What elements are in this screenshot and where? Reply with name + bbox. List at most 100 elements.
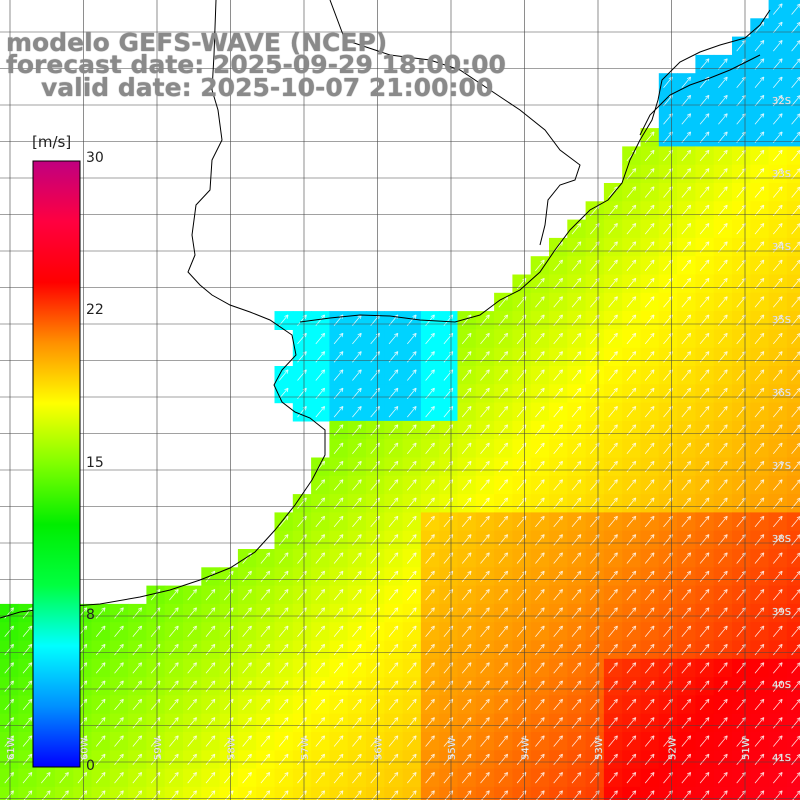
wind-arrow — [388, 625, 399, 637]
field-cell — [457, 786, 477, 800]
wind-arrow — [22, 625, 33, 637]
wind-arrow — [132, 680, 143, 692]
field-cell — [677, 329, 696, 349]
wind-arrow — [498, 479, 509, 491]
field-cell — [786, 274, 800, 294]
field-cell — [402, 567, 422, 587]
wind-arrow — [242, 643, 252, 656]
wind-arrow — [644, 241, 655, 253]
field-cell — [567, 292, 587, 312]
wind-arrow — [644, 259, 655, 271]
wind-arrow — [608, 296, 618, 308]
field-cell — [219, 695, 239, 715]
field-cell — [164, 713, 184, 733]
field-cell — [640, 311, 660, 330]
wind-arrow — [681, 643, 692, 656]
wind-arrow — [40, 772, 51, 784]
field-cell — [677, 128, 696, 147]
wind-arrow — [571, 223, 582, 235]
wind-arrow — [187, 698, 197, 711]
wind-arrow — [626, 369, 637, 381]
field-cell — [567, 585, 587, 605]
wind-arrow — [352, 698, 362, 711]
wind-arrow — [406, 698, 417, 711]
field-cell — [732, 366, 751, 385]
wind-arrow — [498, 570, 509, 583]
wind-arrow — [772, 680, 783, 692]
field-cell — [567, 311, 587, 330]
wind-arrow — [4, 735, 14, 747]
field-cell — [640, 732, 660, 751]
field-cell — [0, 786, 19, 800]
wind-arrow — [754, 534, 765, 546]
wind-arrow — [297, 717, 307, 729]
wind-arrow — [297, 332, 307, 345]
field-cell — [786, 0, 800, 19]
field-cell — [622, 585, 642, 605]
field-cell — [475, 457, 495, 477]
wind-arrow — [718, 515, 728, 528]
field-cell — [732, 237, 751, 257]
field-cell — [512, 457, 532, 477]
field-cell — [750, 201, 770, 221]
field-cell — [786, 347, 800, 367]
wind-arrow — [699, 698, 710, 711]
wind-arrow — [461, 369, 472, 381]
field-cell — [219, 658, 239, 678]
wind-arrow — [608, 479, 618, 491]
field-cell — [713, 366, 733, 385]
wind-arrow — [425, 589, 435, 601]
wind-arrow — [681, 607, 692, 619]
wind-arrow — [571, 717, 582, 729]
field-cell — [311, 530, 330, 550]
field-cell — [603, 695, 623, 715]
wind-arrow — [553, 698, 563, 711]
field-cell — [677, 549, 696, 568]
field-cell — [750, 384, 770, 404]
field-cell — [677, 439, 696, 459]
field-cell — [329, 384, 349, 404]
field-cell — [475, 512, 495, 532]
field-cell — [640, 713, 660, 733]
field-cell — [347, 567, 367, 587]
field-cell — [732, 567, 751, 587]
wind-arrow — [95, 717, 106, 729]
field-cell — [274, 732, 294, 751]
field-cell — [768, 695, 788, 715]
field-cell — [622, 622, 642, 642]
wind-arrow — [406, 552, 417, 564]
field-cell — [695, 54, 715, 74]
wind-arrow — [205, 735, 216, 747]
field-cell — [402, 603, 422, 623]
wind-arrow — [571, 643, 582, 656]
field-cell — [658, 695, 678, 715]
wind-arrow — [772, 534, 783, 546]
wind-arrow — [352, 570, 362, 583]
wind-arrow — [205, 625, 216, 637]
wind-arrow — [681, 515, 692, 528]
wind-arrow — [406, 497, 417, 509]
field-cell — [567, 366, 587, 385]
field-cell — [713, 164, 733, 184]
wind-arrow — [388, 442, 399, 454]
field-cell — [768, 475, 788, 495]
field-cell — [786, 622, 800, 642]
field-cell — [384, 475, 404, 495]
wind-arrow — [772, 168, 783, 180]
wind-arrow — [297, 369, 307, 381]
field-cell — [585, 585, 605, 605]
field-cell — [420, 677, 440, 696]
field-cell — [658, 164, 678, 184]
field-cell — [695, 640, 715, 660]
field-cell — [695, 201, 715, 221]
field-cell — [439, 366, 459, 385]
field-cell — [384, 567, 404, 587]
field-cell — [640, 292, 660, 312]
field-cell — [677, 420, 696, 440]
field-cell — [439, 530, 459, 550]
field-cell — [549, 713, 568, 733]
wind-arrow — [315, 589, 326, 601]
wind-arrow — [187, 662, 197, 674]
wind-arrow — [132, 735, 143, 747]
wind-arrow — [535, 296, 545, 308]
